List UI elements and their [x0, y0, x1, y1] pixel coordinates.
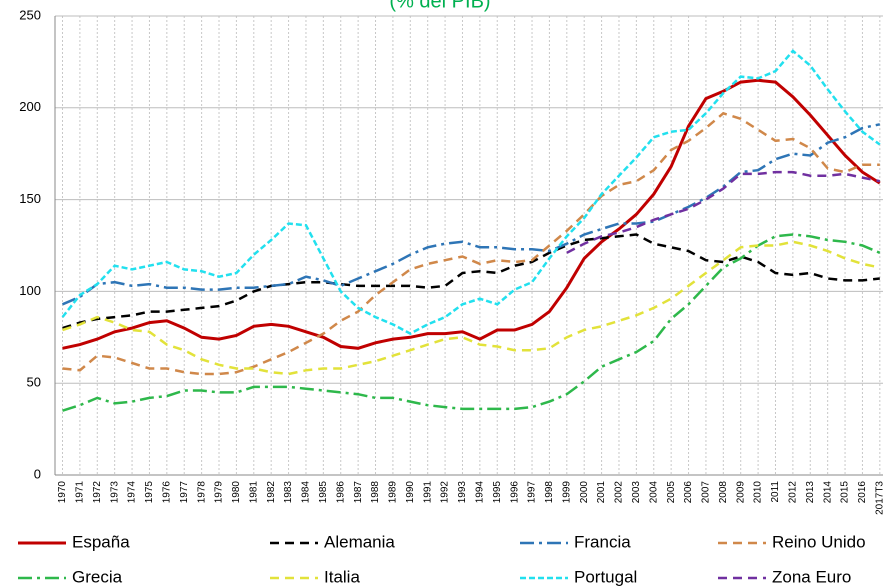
x-tick-label: 1972 [92, 481, 103, 504]
x-tick-label: 2017T3 [874, 481, 883, 515]
legend-label: Francia [574, 532, 631, 551]
x-tick-label: 2005 [666, 481, 677, 504]
legend-label: Italia [324, 567, 360, 586]
series-line [62, 111, 880, 376]
x-tick-label: 1989 [388, 481, 399, 504]
y-tick-label: 150 [19, 191, 41, 206]
x-tick-label: 2012 [788, 481, 799, 504]
x-tick-label: 1970 [57, 481, 68, 504]
x-tick-label: 1992 [440, 481, 451, 504]
x-tick-label: 2006 [683, 481, 694, 504]
x-tick-label: 1985 [318, 481, 329, 504]
x-tick-label: 2008 [718, 481, 729, 504]
legend-label: Zona Euro [772, 567, 851, 586]
legend-label: Grecia [72, 567, 123, 586]
x-tick-label: 1988 [370, 481, 381, 504]
series-line [62, 123, 881, 306]
series-line [62, 240, 881, 376]
x-tick-label: 1983 [283, 481, 294, 504]
x-tick-label: 1999 [561, 481, 572, 504]
x-tick-label: 1984 [301, 481, 312, 504]
x-tick-label: 2007 [701, 481, 712, 504]
legend-label: Reino Unido [772, 532, 866, 551]
x-tick-label: 1995 [492, 481, 503, 504]
x-tick-label: 1982 [266, 481, 277, 504]
x-tick-label: 1994 [475, 481, 486, 504]
x-tick-label: 1974 [127, 481, 138, 504]
x-tick-label: 2003 [631, 481, 642, 504]
x-tick-label: 2013 [805, 481, 816, 504]
chart-title: (% del PIB) [389, 0, 490, 12]
x-tick-label: 1971 [75, 481, 86, 504]
x-tick-label: 1977 [179, 481, 190, 504]
x-tick-label: 1980 [231, 481, 242, 504]
series-line [62, 78, 881, 350]
x-tick-label: 2014 [822, 481, 833, 504]
y-tick-label: 0 [34, 466, 41, 481]
x-tick-label: 1979 [214, 481, 225, 504]
x-tick-label: 2011 [770, 481, 781, 503]
x-tick-label: 1993 [457, 481, 468, 504]
x-tick-label: 1986 [335, 481, 346, 504]
x-tick-label: 1997 [527, 481, 538, 504]
series-line [62, 233, 880, 330]
x-tick-label: 1991 [422, 481, 433, 504]
x-tick-label: 1973 [109, 481, 120, 504]
series-line [61, 49, 881, 336]
y-tick-label: 250 [19, 7, 41, 22]
legend-label: Alemania [324, 532, 395, 551]
y-tick-label: 50 [27, 375, 41, 390]
x-tick-label: 1996 [509, 481, 520, 504]
x-tick-label: 1976 [161, 481, 172, 504]
x-tick-label: 2015 [840, 481, 851, 504]
y-tick-label: 100 [19, 283, 41, 298]
legend-label: España [72, 532, 130, 551]
x-tick-label: 2009 [735, 481, 746, 504]
x-tick-label: 2001 [596, 481, 607, 504]
series-line [62, 233, 881, 412]
x-tick-label: 1975 [144, 481, 155, 504]
x-tick-label: 2016 [857, 481, 868, 504]
x-tick-label: 2004 [648, 481, 659, 504]
x-tick-label: 2000 [579, 481, 590, 504]
x-tick-label: 2010 [753, 481, 764, 504]
series-line [566, 170, 881, 254]
x-tick-label: 1998 [544, 481, 555, 504]
x-tick-label: 1978 [196, 481, 207, 504]
x-tick-label: 1990 [405, 481, 416, 504]
x-tick-label: 1987 [353, 481, 364, 504]
y-tick-label: 200 [19, 99, 41, 114]
legend-label: Portugal [574, 567, 637, 586]
x-tick-label: 2002 [614, 481, 625, 504]
x-tick-label: 1981 [248, 481, 259, 504]
